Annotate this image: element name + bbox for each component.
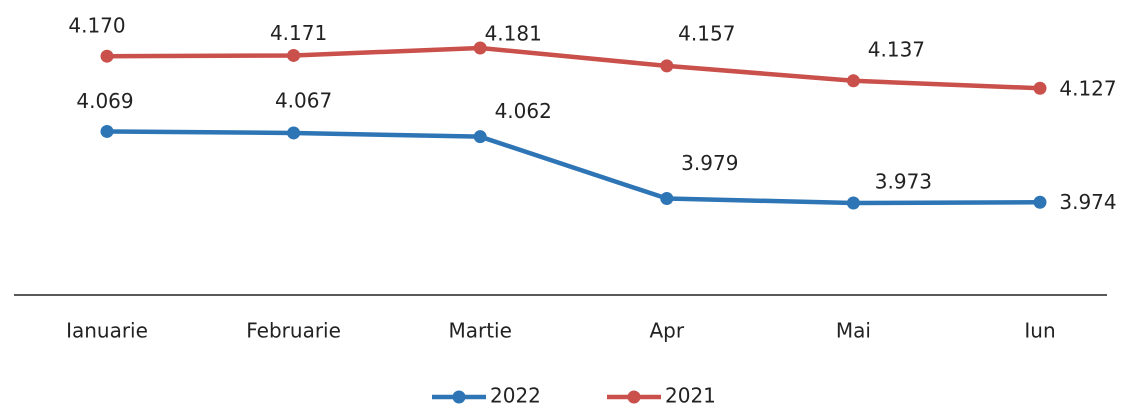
x-tick-label: Ianuarie — [66, 319, 148, 343]
data-point — [100, 124, 114, 138]
data-label: 3.974 — [1059, 190, 1116, 214]
data-label: 4.069 — [76, 89, 133, 113]
data-label: 4.181 — [485, 22, 542, 46]
data-label: 4.127 — [1059, 77, 1116, 101]
data-label: 4.157 — [678, 21, 735, 45]
x-tick-label: Mai — [836, 319, 871, 343]
data-label: 3.973 — [875, 170, 932, 194]
legend-label: 2022 — [490, 384, 541, 408]
series-line — [106, 129, 1041, 206]
data-point — [287, 48, 301, 62]
series-line — [106, 45, 1041, 91]
data-label: 4.171 — [270, 21, 327, 45]
data-label: 4.170 — [68, 14, 125, 38]
data-point — [846, 74, 860, 88]
data-label: 4.137 — [868, 37, 925, 61]
data-point — [846, 196, 860, 210]
data-label: 4.062 — [495, 99, 552, 123]
x-tick-label: Iun — [1024, 319, 1055, 343]
data-point — [473, 41, 487, 55]
legend-marker — [627, 390, 641, 404]
legend-label: 2021 — [665, 384, 716, 408]
data-point — [660, 192, 674, 206]
data-point — [100, 49, 114, 63]
x-tick-label: Apr — [649, 319, 684, 343]
data-point — [287, 126, 301, 140]
legend-marker — [452, 390, 466, 404]
data-point — [660, 59, 674, 73]
data-label: 3.979 — [681, 151, 738, 175]
data-label: 4.067 — [275, 88, 332, 112]
x-tick-label: Martie — [448, 319, 511, 343]
data-point — [473, 130, 487, 144]
data-point — [1033, 195, 1047, 209]
x-tick-label: Februarie — [246, 319, 341, 343]
data-point — [1033, 81, 1047, 95]
